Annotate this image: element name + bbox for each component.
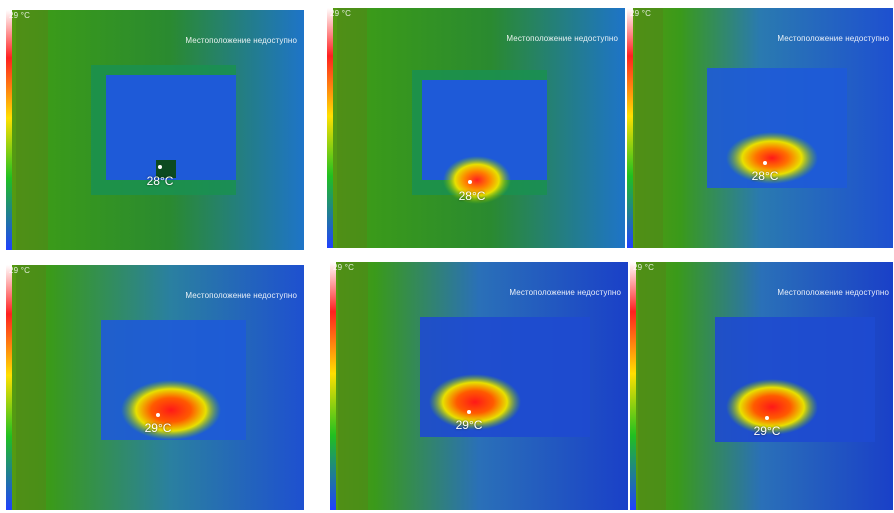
scale-max-label: 29 °C — [630, 9, 652, 18]
thermal-frame-6: 29 °C Местоположение недоступно 29°C — [630, 262, 893, 510]
thermal-frame-3: 29 °C Местоположение недоступно 28°C — [627, 8, 893, 248]
spot-temperature: 29°C — [455, 418, 483, 432]
measurement-spot-icon — [467, 410, 471, 414]
location-unavailable-text: Местоположение недоступно — [185, 291, 297, 300]
location-unavailable-text: Местоположение недоступно — [185, 36, 297, 45]
thermal-frame-4-image — [6, 265, 304, 510]
thermal-frame-5: 29 °C Местоположение недоступно 29°C — [330, 262, 628, 510]
measurement-spot-icon — [158, 165, 162, 169]
thermal-frame-1-image — [6, 10, 304, 250]
thermal-frame-6-image — [630, 262, 893, 510]
location-unavailable-text: Местоположение недоступно — [777, 288, 889, 297]
thermal-frame-3-image — [627, 8, 893, 248]
spot-temperature: 28°C — [458, 189, 486, 203]
scale-max-label: 29 °C — [9, 11, 31, 20]
measurement-spot-icon — [765, 416, 769, 420]
thermal-frame-5-image — [330, 262, 628, 510]
spot-temperature: 28°C — [751, 169, 779, 183]
spot-temperature: 28°C — [146, 174, 174, 188]
thermal-frame-4: 29 °C Местоположение недоступно 29°C — [6, 265, 304, 510]
thermal-frame-2: 29 °C Местоположение недоступно 28°C — [327, 8, 625, 248]
spot-temperature: 29°C — [753, 424, 781, 438]
location-unavailable-text: Местоположение недоступно — [777, 34, 889, 43]
scale-max-label: 29 °C — [633, 263, 655, 272]
spot-temperature: 29°C — [144, 421, 172, 435]
measurement-spot-icon — [468, 180, 472, 184]
measurement-spot-icon — [156, 413, 160, 417]
scale-max-label: 29 °C — [330, 9, 352, 18]
thermal-frame-2-image — [327, 8, 625, 248]
measurement-spot-icon — [763, 161, 767, 165]
thermal-frame-1: 29 °C Местоположение недоступно 28°C — [6, 10, 304, 250]
location-unavailable-text: Местоположение недоступно — [509, 288, 621, 297]
location-unavailable-text: Местоположение недоступно — [506, 34, 618, 43]
scale-max-label: 29 °C — [333, 263, 355, 272]
scale-max-label: 29 °C — [9, 266, 31, 275]
